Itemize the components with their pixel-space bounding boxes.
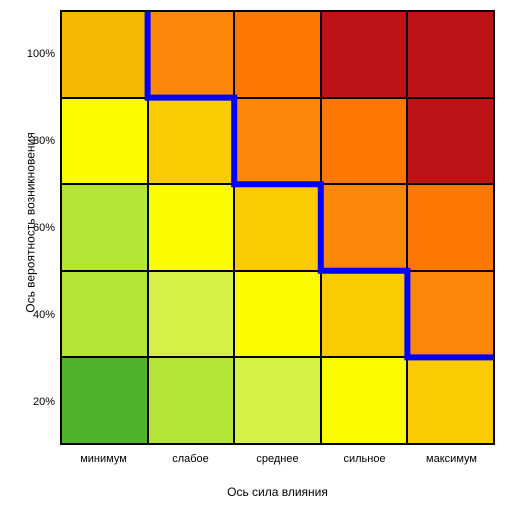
y-tick-label: 80% bbox=[5, 135, 55, 147]
y-tick-label: 60% bbox=[5, 222, 55, 234]
heatmap-cell bbox=[61, 11, 148, 98]
heatmap-cell bbox=[234, 184, 321, 271]
heatmap-cell bbox=[407, 271, 494, 358]
heatmap-cell bbox=[407, 11, 494, 98]
x-tick-label: среднее bbox=[256, 453, 298, 465]
heatmap-cell bbox=[321, 184, 408, 271]
heatmap-cell bbox=[148, 357, 235, 444]
heatmap-cell bbox=[321, 271, 408, 358]
heatmap-cell bbox=[234, 357, 321, 444]
heatmap-cell bbox=[321, 11, 408, 98]
y-tick-label: 20% bbox=[5, 396, 55, 408]
heatmap-cell bbox=[321, 98, 408, 185]
heatmap-cell bbox=[61, 271, 148, 358]
heatmap-cell bbox=[234, 98, 321, 185]
x-tick-label: слабое bbox=[172, 453, 209, 465]
heatmap-grid bbox=[61, 11, 494, 444]
x-tick-label: сильное bbox=[343, 453, 385, 465]
heatmap-cell bbox=[61, 357, 148, 444]
x-axis-label: Ось сила влияния bbox=[60, 485, 495, 499]
heatmap-cell bbox=[148, 11, 235, 98]
x-tick-label: максимум bbox=[426, 453, 477, 465]
heatmap-cell bbox=[407, 184, 494, 271]
heatmap-cell bbox=[61, 184, 148, 271]
risk-matrix-chart: Ось вероятность возникновения Ось сила в… bbox=[0, 0, 505, 505]
x-tick-label: минимум bbox=[80, 453, 127, 465]
plot-area bbox=[60, 10, 495, 445]
heatmap-cell bbox=[407, 357, 494, 444]
heatmap-cell bbox=[234, 11, 321, 98]
heatmap-cell bbox=[234, 271, 321, 358]
heatmap-cell bbox=[148, 184, 235, 271]
y-tick-label: 100% bbox=[5, 48, 55, 60]
y-tick-label: 40% bbox=[5, 309, 55, 321]
heatmap-cell bbox=[148, 98, 235, 185]
heatmap-cell bbox=[321, 357, 408, 444]
heatmap-cell bbox=[61, 98, 148, 185]
heatmap-cell bbox=[148, 271, 235, 358]
heatmap-cell bbox=[407, 98, 494, 185]
